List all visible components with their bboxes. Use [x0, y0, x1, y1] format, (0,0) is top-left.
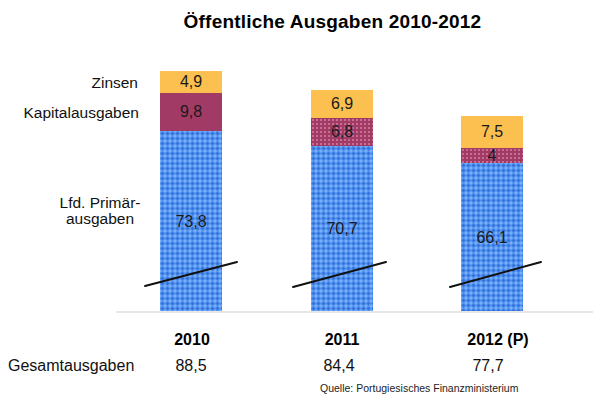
- bar-2012-value-zinsen: 7,5: [461, 116, 523, 148]
- x-tick-2012: 2012 (P): [448, 331, 548, 349]
- total-2012: 77,7: [448, 357, 528, 375]
- source-note: Quelle: Portugiesisches Finanzministeriu…: [320, 382, 518, 394]
- bar-2011-segment-primaer: 70,7: [311, 146, 373, 312]
- bar-2010-segment-kapital: 9,8: [160, 93, 222, 131]
- bar-2010-value-kapital: 9,8: [160, 93, 222, 131]
- x-tick-2010: 2010: [152, 331, 232, 349]
- total-2011: 84,4: [299, 357, 379, 375]
- bar-2012-value-kapital: 4: [461, 148, 523, 163]
- bar-2012-segment-kapital: 4: [461, 148, 523, 163]
- bar-2012-segment-zinsen: 7,5: [461, 116, 523, 148]
- bar-2011-value-kapital: 6,8: [311, 118, 373, 146]
- x-tick-2011: 2011: [302, 331, 382, 349]
- x-axis-baseline: [116, 311, 593, 313]
- bar-2010-segment-zinsen: 4,9: [160, 71, 222, 93]
- legend-label-kapitalausgaben: Kapitalausgaben: [6, 104, 139, 122]
- total-2010: 88,5: [151, 357, 231, 375]
- bar-2011-segment-kapital: 6,8: [311, 118, 373, 146]
- bar-2012-segment-primaer: 66,1: [461, 163, 523, 312]
- legend-label-primaerausgaben-line1: Lfd. Primär-: [60, 194, 141, 211]
- bar-2011-value-zinsen: 6,9: [311, 90, 373, 118]
- bar-2011-segment-zinsen: 6,9: [311, 90, 373, 118]
- bar-2010-value-zinsen: 4,9: [160, 71, 222, 93]
- bar-2012-value-primaer: 66,1: [461, 163, 523, 312]
- totals-row-label: Gesamtausgaben: [8, 357, 134, 375]
- legend-label-primaerausgaben: Lfd. Primär- ausgaben: [30, 195, 170, 227]
- bar-2011-value-primaer: 70,7: [311, 146, 373, 312]
- chart-canvas: Öffentliche Ausgaben 2010-2012 Zinsen Ka…: [0, 0, 602, 400]
- bar-2010-value-primaer: 73,8: [160, 131, 222, 312]
- chart-title: Öffentliche Ausgaben 2010-2012: [130, 11, 535, 33]
- legend-label-primaerausgaben-line2: ausgaben: [66, 210, 134, 227]
- legend-label-zinsen: Zinsen: [10, 74, 138, 92]
- bar-2010-segment-primaer: 73,8: [160, 131, 222, 312]
